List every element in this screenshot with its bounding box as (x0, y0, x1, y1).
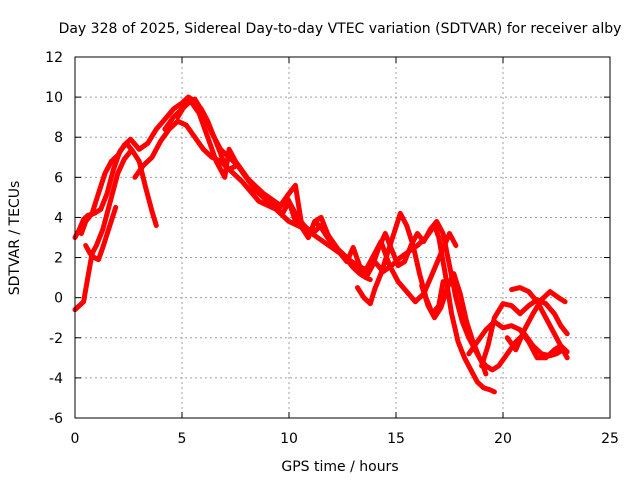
series-line-pass-13 (509, 285, 570, 361)
y-tick-label: 10 (45, 90, 63, 106)
y-axis-label: SDTVAR / TECUs (7, 181, 23, 296)
y-tick-label: 12 (45, 50, 63, 66)
x-tick-label: 5 (178, 431, 187, 447)
x-tick-label: 0 (71, 431, 80, 447)
series-line-pass-2 (72, 148, 134, 313)
y-tick-label: -2 (49, 331, 63, 347)
y-tick-label: 0 (54, 291, 63, 307)
series-line-pass-7 (162, 98, 459, 305)
series-line-pass-11 (479, 297, 570, 369)
series-line-pass-1 (72, 140, 159, 240)
series-line-pass-9 (419, 271, 566, 373)
grid (75, 57, 610, 418)
x-tick-label: 25 (601, 431, 619, 447)
series-line-pass-3 (83, 204, 119, 263)
x-tick-label: 20 (494, 431, 512, 447)
axis-ticks: 0 5 10 15 20 25 -6 -4 -2 0 2 4 6 8 10 12 (45, 50, 619, 447)
chart-title: Day 328 of 2025, Sidereal Day-to-day VTE… (59, 21, 622, 37)
series-line-pass-5 (132, 118, 497, 395)
series-group (72, 94, 570, 395)
series-line-pass-10 (466, 319, 570, 361)
x-tick-label: 10 (280, 431, 298, 447)
plot-frame (74, 56, 611, 419)
y-tick-label: 6 (54, 170, 63, 186)
x-tick-label: 15 (387, 431, 405, 447)
y-tick-label: -4 (49, 371, 63, 387)
y-tick-label: 8 (54, 130, 63, 146)
series-line-pass-4 (78, 94, 373, 283)
y-tick-label: -6 (49, 411, 63, 427)
y-tick-label: 2 (54, 251, 63, 267)
y-tick-label: 4 (54, 210, 63, 226)
x-axis-label: GPS time / hours (281, 459, 398, 475)
